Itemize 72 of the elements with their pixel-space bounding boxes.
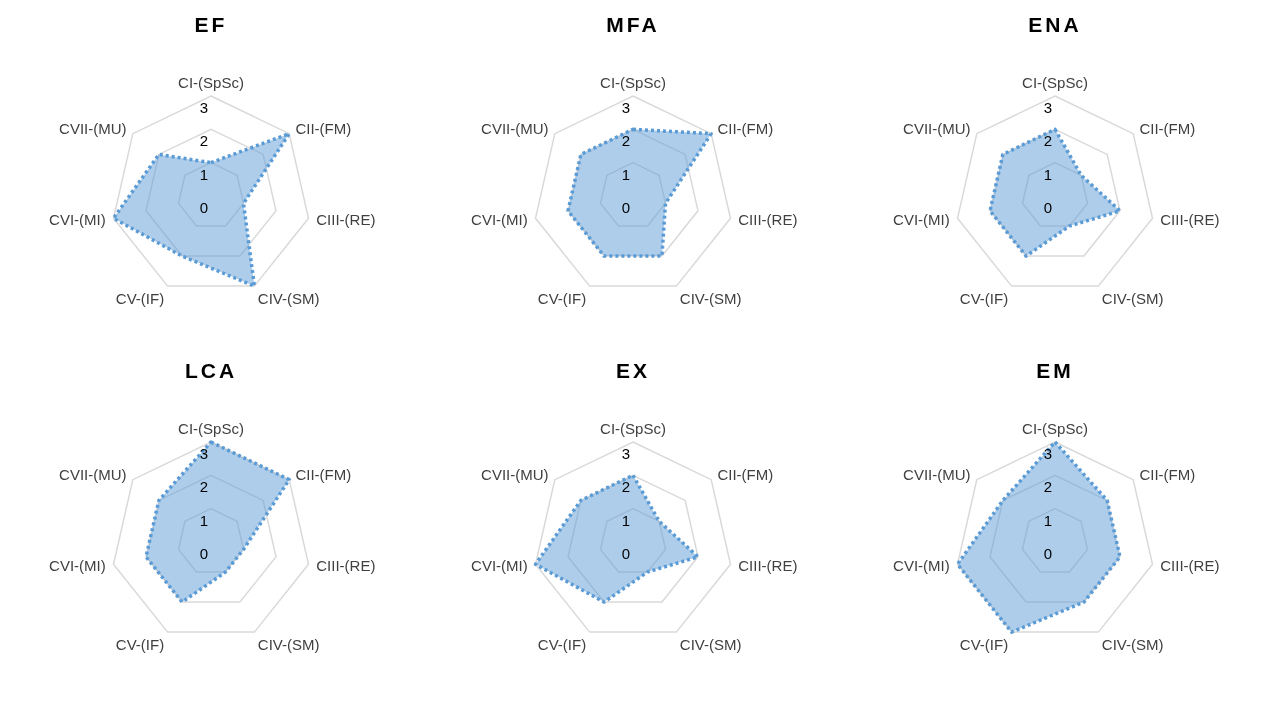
chart-title: LCA <box>183 358 239 384</box>
spoke-label: CVI-(MI) <box>893 211 950 229</box>
spoke-label: CI-(SpSc) <box>1022 420 1088 437</box>
spoke-label: CIII-(RE) <box>738 211 798 229</box>
y-tick-label: 0 <box>621 545 630 562</box>
spoke-label: CII-(FM) <box>295 119 352 137</box>
y-tick-label: 0 <box>199 545 208 562</box>
spoke-label: CVI-(MI) <box>49 211 106 229</box>
spoke-label: CV-(IF) <box>959 289 1009 307</box>
y-tick-label: 2 <box>199 132 208 150</box>
y-tick-label: 3 <box>199 445 208 462</box>
spoke-label: CVI-(MI) <box>471 557 528 575</box>
chart-title: EX <box>615 358 651 384</box>
spoke-label: CI-(SpSc) <box>1022 74 1088 91</box>
spoke-label: CIV-(SM) <box>1101 635 1164 653</box>
spoke-label: CIII-(RE) <box>738 557 798 575</box>
y-tick-label: 2 <box>1043 478 1052 496</box>
y-tick-label: 2 <box>1043 132 1052 150</box>
spoke-label: CII-(FM) <box>295 465 352 483</box>
y-tick-label: 3 <box>199 99 208 116</box>
y-tick-label: 0 <box>1043 199 1052 216</box>
spoke-label: CVI-(MI) <box>893 557 950 575</box>
spoke-label: CI-(SpSc) <box>600 74 666 91</box>
spoke-label: CVII-(MU) <box>59 465 127 483</box>
y-tick-label: 0 <box>199 199 208 216</box>
y-tick-label: 2 <box>199 478 208 496</box>
y-tick-label: 2 <box>621 478 630 496</box>
spoke-label: CVI-(MI) <box>471 211 528 229</box>
spoke-label: CVII-(MU) <box>59 119 127 137</box>
spoke-label: CI-(SpSc) <box>600 420 666 437</box>
spoke-label: CIV-(SM) <box>679 635 742 653</box>
spoke-label: CIII-(RE) <box>1160 557 1220 575</box>
spoke-label: CIII-(RE) <box>316 557 376 575</box>
spoke-label: CIII-(RE) <box>316 211 376 229</box>
spoke-label: CV-(IF) <box>959 635 1009 653</box>
spoke-label: CIV-(SM) <box>257 289 320 307</box>
spoke-label: CV-(IF) <box>115 635 165 653</box>
y-tick-label: 0 <box>1043 545 1052 562</box>
spoke-label: CV-(IF) <box>537 635 587 653</box>
y-tick-label: 1 <box>1043 511 1052 529</box>
chart-title: EF <box>193 12 229 38</box>
spoke-label: CIV-(SM) <box>257 635 320 653</box>
spoke-label: CVII-(MU) <box>481 465 549 483</box>
spoke-label: CIV-(SM) <box>1101 289 1164 307</box>
spoke-label: CV-(IF) <box>537 289 587 307</box>
spoke-label: CIII-(RE) <box>1160 211 1220 229</box>
spoke-label: CII-(FM) <box>1139 465 1196 483</box>
chart-title: ENA <box>1027 12 1083 38</box>
y-tick-label: 2 <box>621 132 630 150</box>
y-tick-label: 1 <box>199 511 208 529</box>
spoke-label: CVII-(MU) <box>903 465 971 483</box>
y-tick-label: 1 <box>199 165 208 183</box>
y-tick-label: 1 <box>1043 165 1052 183</box>
spoke-label: CVII-(MU) <box>481 119 549 137</box>
spoke-label: CI-(SpSc) <box>178 74 244 91</box>
spoke-label: CIV-(SM) <box>679 289 742 307</box>
y-tick-label: 3 <box>621 445 630 462</box>
y-tick-label: 3 <box>621 99 630 116</box>
y-tick-label: 1 <box>621 511 630 529</box>
spoke-label: CVII-(MU) <box>903 119 971 137</box>
y-tick-label: 3 <box>1043 99 1052 116</box>
y-tick-label: 0 <box>621 199 630 216</box>
spoke-label: CI-(SpSc) <box>178 420 244 437</box>
y-tick-label: 1 <box>621 165 630 183</box>
spoke-label: CVI-(MI) <box>49 557 106 575</box>
chart-title: MFA <box>605 12 661 38</box>
spoke-label: CII-(FM) <box>717 119 774 137</box>
chart-title: EM <box>1035 358 1075 384</box>
spoke-label: CII-(FM) <box>717 465 774 483</box>
y-tick-label: 3 <box>1043 445 1052 462</box>
spoke-label: CV-(IF) <box>115 289 165 307</box>
spoke-label: CII-(FM) <box>1139 119 1196 137</box>
